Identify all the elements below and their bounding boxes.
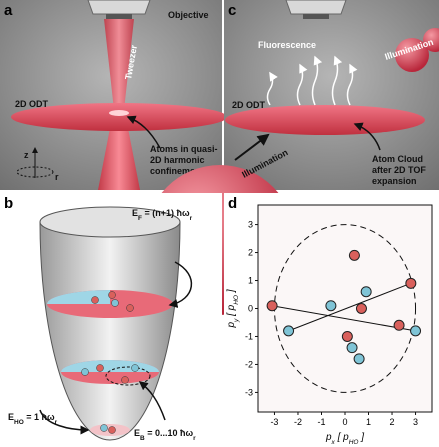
y-tick-label: -3 [245,387,253,397]
subscript: HO [349,439,359,446]
z-label: z [24,150,29,160]
point [356,304,366,314]
label-part: ] [358,432,364,443]
fluorescence-label: Fluorescence [258,40,316,50]
point [411,326,421,336]
atoms-label: Atoms in quasi- [150,144,218,154]
x-tick-label: 0 [342,417,347,427]
point [394,320,404,330]
cloud-label: after 2D TOF [372,165,426,175]
label-part: ] [226,289,237,295]
odt-label: 2D ODT [15,99,49,109]
objective [88,0,150,14]
x-tick-label: -1 [317,417,325,427]
label-part: = (n+1) ħω [142,208,190,218]
point [284,326,294,336]
label-part: [ [226,310,237,318]
panel-a: a Objective Tweezer 2D ODT Atoms in quas… [0,0,227,190]
point [406,278,416,288]
panel-letter: c [228,2,236,19]
cloud-label: expansion [372,176,417,186]
objective-tip [303,14,329,19]
x-tick-label: 1 [366,417,371,427]
point [342,331,352,341]
label-part: = 0...10 ħω [145,428,194,438]
atoms-label: 2D harmonic [150,155,205,165]
subscript: HO [14,419,24,426]
odt-label: 2D ODT [232,100,266,110]
cloud-label: Atom Cloud [372,154,423,164]
x-tick-label: -2 [294,417,302,427]
y-tick-label: 2 [248,248,253,258]
x-tick-label: 3 [413,417,418,427]
point [267,301,277,311]
label-part: [ [335,432,343,443]
x-tick-label: -3 [270,417,278,427]
point [349,250,359,260]
y-tick-label: 3 [248,220,253,230]
y-tick-label: 0 [248,304,253,314]
point [354,354,364,364]
objective-label: Objective [168,10,209,20]
panel-letter: d [228,195,237,212]
figure: a Objective Tweezer 2D ODT Atoms in quas… [0,0,439,447]
r-label: r [55,172,59,182]
y-tick-label: -2 [245,359,253,369]
atoms [109,110,129,116]
objective-tip [106,14,132,19]
point [361,287,371,297]
y-tick-label: -1 [245,331,253,341]
y-tick-label: 1 [248,276,253,286]
point [347,343,357,353]
subscript: HO [233,295,240,305]
panel-letter: b [4,195,13,212]
panel-b: b EF = (n+1) ħωr EHO = 1 ħωr EB = 0...10… [0,193,222,447]
label-part: = 1 ħω [24,412,55,422]
x-tick-label: 2 [390,417,395,427]
panel-letter: a [4,2,13,19]
point [326,301,336,311]
objective [286,0,346,14]
